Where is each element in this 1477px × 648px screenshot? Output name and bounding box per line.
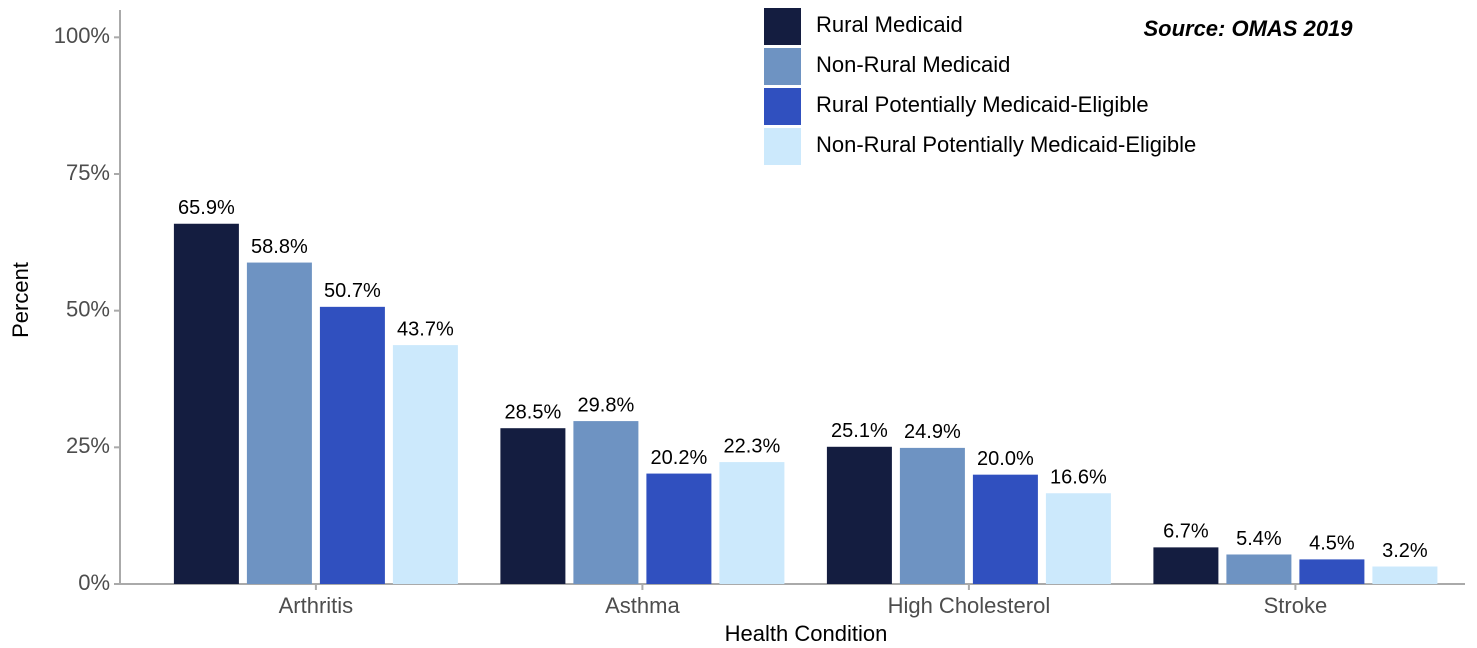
value-label: 5.4% bbox=[1236, 528, 1282, 550]
y-axis-title: Percent bbox=[8, 262, 33, 338]
value-label: 29.8% bbox=[578, 394, 635, 416]
bar bbox=[899, 447, 965, 584]
bar bbox=[1372, 566, 1438, 584]
bar bbox=[573, 421, 639, 584]
value-label: 20.2% bbox=[651, 447, 708, 469]
value-label: 6.7% bbox=[1163, 521, 1209, 543]
value-label: 50.7% bbox=[324, 280, 381, 302]
value-label: 43.7% bbox=[397, 318, 454, 340]
value-label: 24.9% bbox=[904, 421, 961, 443]
bar bbox=[1153, 547, 1219, 584]
legend-swatch bbox=[764, 48, 801, 85]
bar bbox=[319, 306, 385, 584]
x-axis-title: Health Condition bbox=[725, 621, 888, 646]
bar bbox=[826, 446, 892, 584]
y-tick-label: 75% bbox=[66, 160, 110, 185]
bar bbox=[246, 262, 312, 584]
bar bbox=[1045, 493, 1111, 584]
value-label: 22.3% bbox=[724, 435, 781, 457]
legend-swatch bbox=[764, 8, 801, 45]
x-tick-label: Stroke bbox=[1264, 593, 1328, 618]
source-annotation: Source: OMAS 2019 bbox=[1143, 16, 1353, 41]
value-label: 28.5% bbox=[505, 401, 562, 423]
legend-swatch bbox=[764, 128, 801, 165]
bar bbox=[1299, 559, 1365, 584]
x-tick-label: High Cholesterol bbox=[888, 593, 1051, 618]
value-label: 3.2% bbox=[1382, 540, 1428, 562]
legend-label: Rural Medicaid bbox=[816, 12, 963, 37]
y-tick-label: 0% bbox=[78, 570, 110, 595]
value-label: 16.6% bbox=[1050, 467, 1107, 489]
value-label: 20.0% bbox=[977, 448, 1034, 470]
bar bbox=[173, 223, 239, 584]
bar bbox=[392, 345, 458, 584]
value-label: 4.5% bbox=[1309, 533, 1355, 555]
bar bbox=[646, 473, 712, 584]
y-tick-label: 100% bbox=[54, 23, 110, 48]
bar bbox=[719, 462, 785, 584]
bar bbox=[1226, 554, 1292, 584]
legend-label: Non-Rural Medicaid bbox=[816, 52, 1010, 77]
value-label: 65.9% bbox=[178, 197, 235, 219]
value-label: 25.1% bbox=[831, 420, 888, 442]
y-tick-label: 50% bbox=[66, 296, 110, 321]
bar bbox=[972, 474, 1038, 584]
legend-label: Rural Potentially Medicaid-Eligible bbox=[816, 92, 1149, 117]
x-tick-label: Asthma bbox=[605, 593, 680, 618]
y-tick-label: 25% bbox=[66, 433, 110, 458]
legend-swatch bbox=[764, 88, 801, 125]
value-label: 58.8% bbox=[251, 236, 308, 258]
bar bbox=[500, 428, 566, 584]
x-tick-label: Arthritis bbox=[279, 593, 354, 618]
legend-label: Non-Rural Potentially Medicaid-Eligible bbox=[816, 132, 1196, 157]
